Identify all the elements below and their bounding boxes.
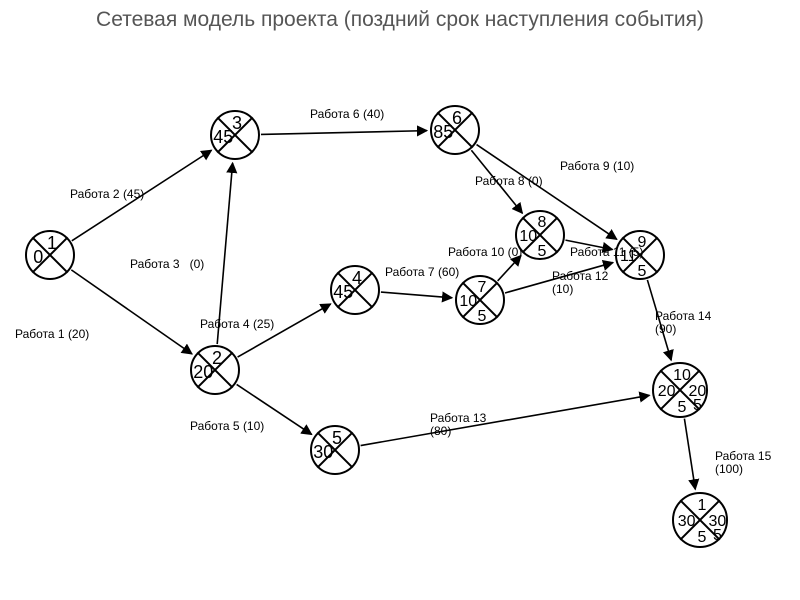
node-n10-bottom: 5	[678, 400, 687, 416]
node-n3: 345	[210, 110, 260, 160]
node-n8-top: 8	[538, 215, 547, 231]
edge-n4-n7	[381, 292, 452, 298]
node-n9-bottom: 5	[638, 264, 647, 280]
node-n10-right-b: 5	[693, 398, 702, 414]
edge-n1-n2	[71, 270, 192, 354]
edge-label-n1-n2: Работа 1 (20)	[15, 328, 89, 341]
edge-n10-n11	[684, 419, 695, 490]
node-n1-top: 1	[47, 234, 57, 252]
edge-label-n2-n3: Работа 3 (0)	[130, 258, 204, 271]
node-n6: 685	[430, 105, 480, 155]
node-n7-left: 10	[459, 294, 477, 310]
node-n11-right-b: 5	[713, 528, 722, 544]
node-n11-top: 1	[698, 498, 707, 514]
edge-label-n2-n5: Работа 5 (10)	[190, 420, 264, 433]
node-n2-top: 2	[212, 349, 222, 367]
edge-label-n5-n10: Работа 13 (80)	[430, 412, 486, 438]
node-n6-left: 85	[433, 123, 453, 141]
node-n11-bottom: 5	[698, 530, 707, 546]
edge-n3-n6	[261, 131, 427, 135]
node-n10-top: 10	[673, 368, 691, 384]
node-n3-top: 3	[232, 114, 242, 132]
node-n3-left: 45	[213, 128, 233, 146]
node-n5: 530	[310, 425, 360, 475]
edge-label-n8-n9: Работа 11 (5)	[570, 246, 643, 259]
edge-label-n9-n10: Работа 14 (90)	[655, 310, 711, 336]
node-n7: 7105	[455, 275, 505, 325]
edge-n5-n10	[361, 395, 650, 445]
node-n2: 220	[190, 345, 240, 395]
diagram-title: Сетевая модель проекта (поздний срок нас…	[0, 8, 800, 32]
edge-label-n7-n9: Работа 12 (10)	[552, 270, 608, 296]
edge-label-n2-n4: Работа 4 (25)	[200, 318, 274, 331]
node-n1: 10	[25, 230, 75, 280]
node-n10: 10202055	[652, 362, 708, 418]
edge-label-n6-n8: Работа 8 (0)	[475, 175, 543, 188]
node-n1-left: 0	[33, 248, 43, 266]
edge-label-n7-n8: Работа 10 (0)	[448, 246, 522, 259]
node-n8-left: 10	[519, 229, 537, 245]
node-n8-bottom: 5	[538, 244, 547, 260]
node-n8: 8105	[515, 210, 565, 260]
edge-label-n1-n3: Работа 2 (45)	[70, 188, 144, 201]
node-n2-left: 20	[193, 363, 213, 381]
node-n7-top: 7	[478, 280, 487, 296]
node-n4-left: 45	[333, 283, 353, 301]
edge-n7-n8	[498, 256, 521, 281]
node-n11: 1303055	[672, 492, 728, 548]
node-n4: 445	[330, 265, 380, 315]
edge-label-n10-n11: Работа 15 (100)	[715, 450, 771, 476]
edge-label-n6-n9: Работа 9 (10)	[560, 160, 634, 173]
node-n11-left: 30	[678, 514, 696, 530]
node-n10-left: 20	[658, 384, 676, 400]
node-n7-bottom: 5	[478, 309, 487, 325]
node-n5-top: 5	[332, 429, 342, 447]
node-n5-left: 30	[313, 443, 333, 461]
node-n6-top: 6	[452, 109, 462, 127]
edge-label-n3-n6: Работа 6 (40)	[310, 108, 384, 121]
node-n4-top: 4	[352, 269, 362, 287]
edge-label-n4-n7: Работа 7 (60)	[385, 266, 459, 279]
